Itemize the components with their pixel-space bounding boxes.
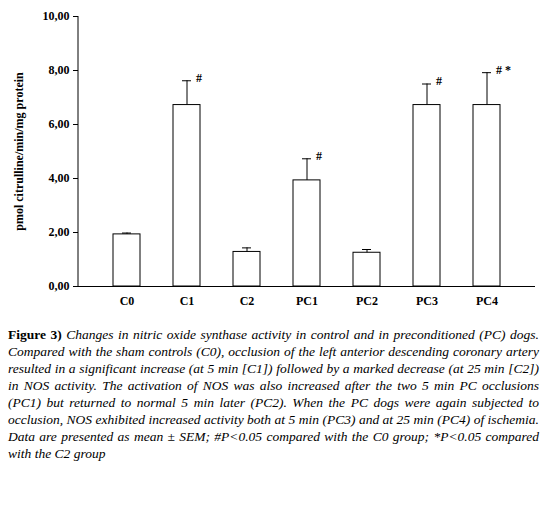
svg-text:C0: C0 xyxy=(120,294,135,308)
svg-text:#: # xyxy=(436,74,442,88)
html-text:Figure 3) Changes in nitric ox: Figure 3) Changes in nitric oxide syntha… xyxy=(8,327,539,461)
svg-text:4,00: 4,00 xyxy=(49,171,70,185)
svg-text:pmol citrulline/min/mg protein: pmol citrulline/min/mg protein xyxy=(12,72,26,231)
svg-text:#: # xyxy=(316,149,322,163)
svg-text:8,00: 8,00 xyxy=(49,63,70,77)
svg-text:#: # xyxy=(196,71,202,85)
svg-text:PC3: PC3 xyxy=(416,294,438,308)
svg-text:PC2: PC2 xyxy=(356,294,378,308)
svg-text:6,00: 6,00 xyxy=(49,117,70,131)
svg-text:PC4: PC4 xyxy=(476,294,498,308)
svg-text:0,00: 0,00 xyxy=(49,279,70,293)
svg-text:10,00: 10,00 xyxy=(43,9,70,23)
svg-text:2,00: 2,00 xyxy=(49,225,70,239)
svg-text:C2: C2 xyxy=(240,294,255,308)
svg-text:# *: # * xyxy=(496,63,511,77)
svg-text:PC1: PC1 xyxy=(296,294,318,308)
svg-text:C1: C1 xyxy=(180,294,195,308)
